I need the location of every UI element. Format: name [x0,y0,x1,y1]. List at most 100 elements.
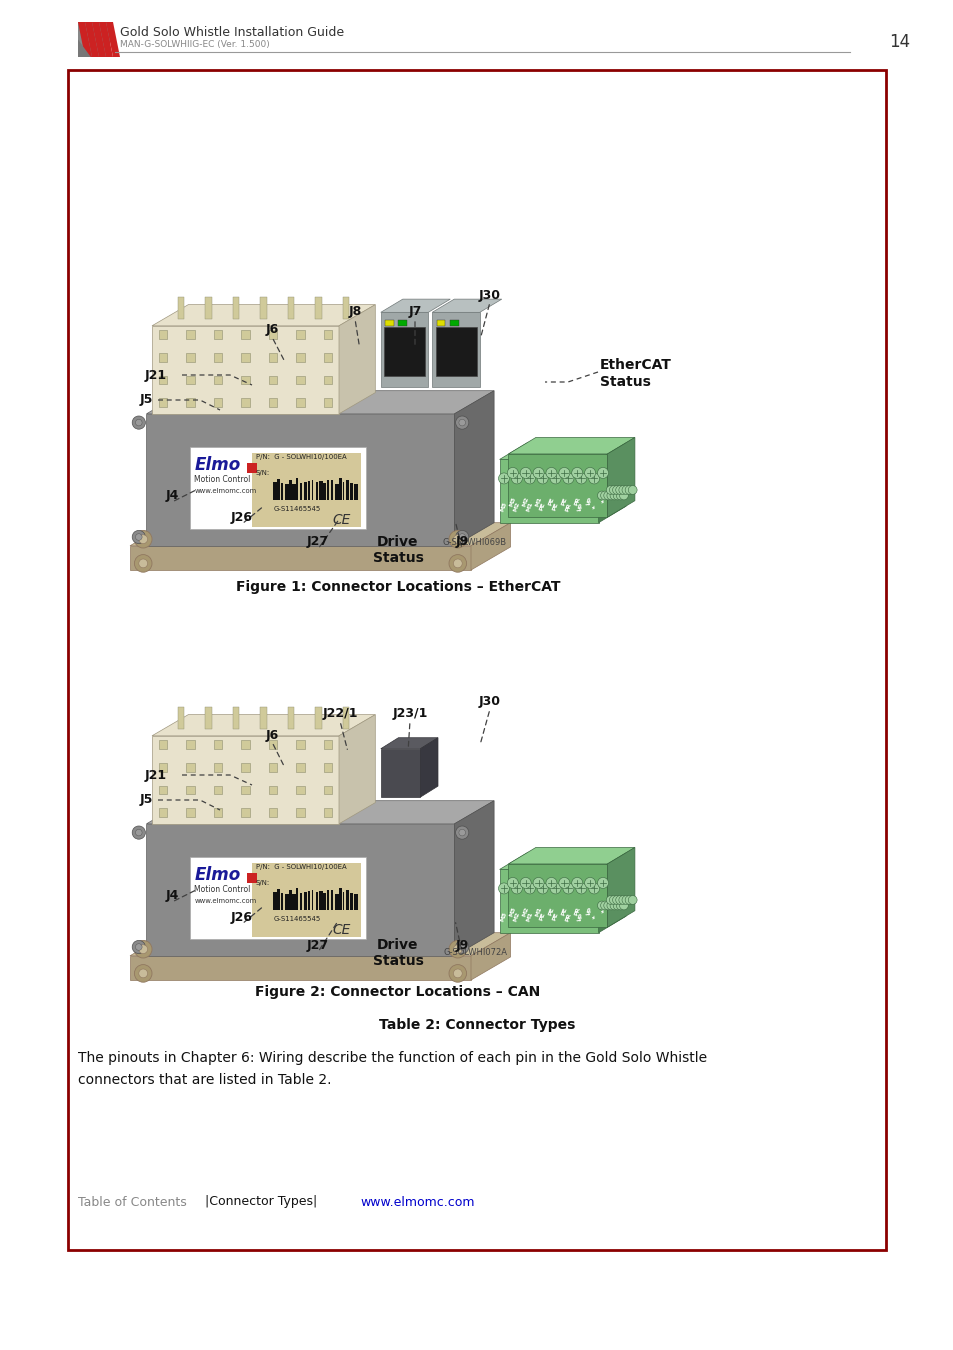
Circle shape [588,883,599,894]
Text: PE: PE [560,497,568,506]
Circle shape [138,945,148,953]
Circle shape [615,486,624,494]
Circle shape [628,486,637,494]
Text: www.elmomc.com: www.elmomc.com [194,487,256,494]
Text: The pinouts in Chapter 6: Wiring describe the function of each pin in the Gold S: The pinouts in Chapter 6: Wiring describ… [78,1052,706,1065]
Bar [241,786,250,794]
Bar [213,331,222,339]
Circle shape [613,900,621,910]
Circle shape [458,829,465,836]
Circle shape [597,878,608,888]
Text: J6: J6 [265,324,278,336]
Circle shape [616,900,624,910]
Text: S/N:: S/N: [255,880,270,886]
Text: J23/1: J23/1 [392,707,427,721]
Bar [158,352,167,362]
Text: PE: PE [547,497,555,506]
Bar [78,22,110,57]
Text: Status: Status [599,375,650,389]
Bar [327,481,328,501]
Text: CE: CE [332,923,351,937]
Text: Drive: Drive [376,535,418,549]
Bar [280,483,282,501]
Bar [213,763,222,772]
Text: PR: PR [564,502,572,512]
Text: J6: J6 [265,729,278,741]
Polygon shape [499,853,625,869]
Text: M1: M1 [525,501,534,513]
Bar [323,740,332,749]
Text: J7: J7 [408,305,421,319]
Text: M3: M3 [499,911,508,922]
Text: +: + [599,909,605,915]
Circle shape [609,491,618,500]
Circle shape [609,486,618,494]
Circle shape [615,895,624,905]
Text: Status: Status [373,551,423,566]
Text: P/N:  G - SOLWHI10/100EA: P/N: G - SOLWHI10/100EA [255,864,346,869]
Bar [295,786,305,794]
Bar [276,890,280,910]
Circle shape [449,965,466,983]
Polygon shape [130,933,510,956]
Bar [398,320,407,325]
Text: J22/1: J22/1 [322,707,357,721]
Bar [285,894,288,910]
Circle shape [558,878,569,888]
Circle shape [618,491,628,500]
Circle shape [519,467,531,478]
Bar [312,481,314,501]
Circle shape [603,900,612,910]
Text: Motion Control: Motion Control [194,475,251,485]
Circle shape [597,900,606,910]
Circle shape [134,965,152,983]
Polygon shape [152,714,375,736]
Bar [342,892,344,910]
Polygon shape [147,390,494,414]
Circle shape [600,900,609,910]
Text: M3: M3 [508,495,517,508]
Text: J30: J30 [478,289,500,301]
Polygon shape [607,437,635,517]
Circle shape [616,491,624,500]
Circle shape [456,531,468,544]
Circle shape [507,878,517,888]
Text: VP: VP [585,497,594,506]
Text: +: + [590,504,597,510]
Bar [186,331,194,339]
Circle shape [588,472,599,483]
Bar [269,375,277,385]
Circle shape [134,531,152,548]
Text: M1: M1 [534,495,542,508]
Circle shape [609,900,618,910]
Text: EtherCAT: EtherCAT [599,358,671,373]
Text: PR: PR [573,497,580,506]
Circle shape [498,883,509,894]
Circle shape [621,895,630,905]
Bar [158,398,167,408]
Polygon shape [508,437,635,454]
Polygon shape [78,22,91,57]
Bar [384,327,425,375]
Bar [323,352,332,362]
Circle shape [511,472,522,483]
Polygon shape [147,414,454,545]
Polygon shape [338,714,375,824]
Text: J30: J30 [478,695,500,709]
Bar [436,320,445,325]
Text: J5: J5 [140,393,153,406]
Bar [319,891,323,910]
Circle shape [584,878,595,888]
Circle shape [571,878,582,888]
Bar [323,375,332,385]
Circle shape [533,467,543,478]
Bar [289,890,292,910]
Text: Figure 1: Connector Locations – EtherCAT: Figure 1: Connector Locations – EtherCAT [235,580,559,594]
Circle shape [609,895,618,905]
Text: J9: J9 [455,536,468,548]
Bar [300,483,302,501]
Bar [315,297,321,319]
Text: M2: M2 [513,501,520,513]
Circle shape [511,883,522,894]
Bar [269,740,277,749]
